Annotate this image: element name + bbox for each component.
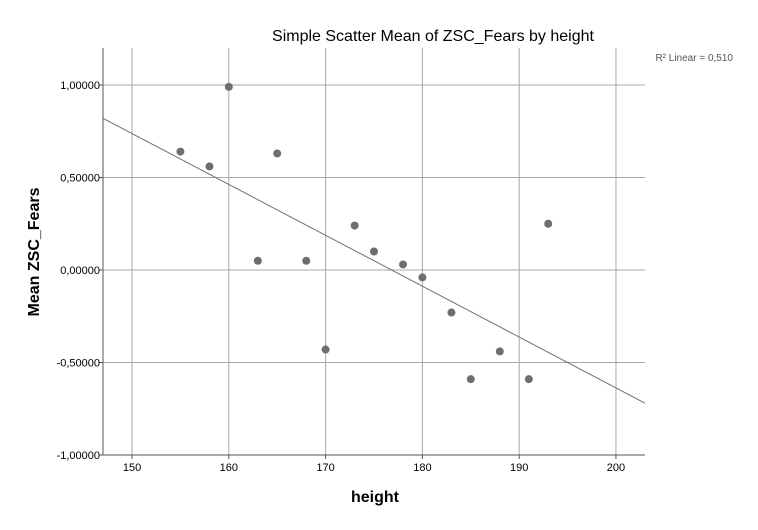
scatter-point: [253, 256, 262, 265]
scatter-point: [224, 82, 233, 91]
x-tick-label: 200: [607, 462, 625, 474]
scatter-point: [176, 147, 185, 156]
y-tick-label: -1,00000: [57, 450, 100, 462]
scatter-point: [205, 162, 214, 171]
x-tick-label: 170: [316, 462, 334, 474]
scatter-point: [273, 149, 282, 158]
x-tick-label: 150: [123, 462, 141, 474]
scatter-point: [524, 375, 533, 384]
scatter-point: [495, 347, 504, 356]
x-tick-label: 180: [413, 462, 431, 474]
y-tick-label: -0,50000: [57, 358, 100, 370]
scatter-point: [466, 375, 475, 384]
scatter-point: [399, 260, 408, 269]
x-tick-label: 190: [510, 462, 528, 474]
x-tick-label: 160: [220, 462, 238, 474]
linear-fit-line: [102, 117, 646, 404]
r-squared-annotation: R² Linear = 0,510: [655, 53, 733, 64]
scatter-point: [350, 221, 359, 230]
y-axis-label: Mean ZSC_Fears: [26, 187, 43, 316]
scatter-point: [544, 219, 553, 228]
plot-area: 150 160 170 180 190 200 -1,00000 -0,50000 0,0000…: [57, 48, 646, 474]
scatter-point: [418, 273, 427, 282]
scatter-point: [447, 308, 456, 317]
scatter-point: [302, 256, 311, 265]
y-tick-label: 0,50000: [60, 173, 100, 185]
y-tick-label: 0,00000: [60, 265, 100, 277]
scatter-point: [321, 345, 330, 354]
chart-title: Simple Scatter Mean of ZSC_Fears by heig…: [272, 28, 594, 45]
x-axis-label: height: [351, 489, 400, 506]
y-tick-label: 1,00000: [60, 80, 100, 92]
scatter-point: [370, 247, 378, 256]
